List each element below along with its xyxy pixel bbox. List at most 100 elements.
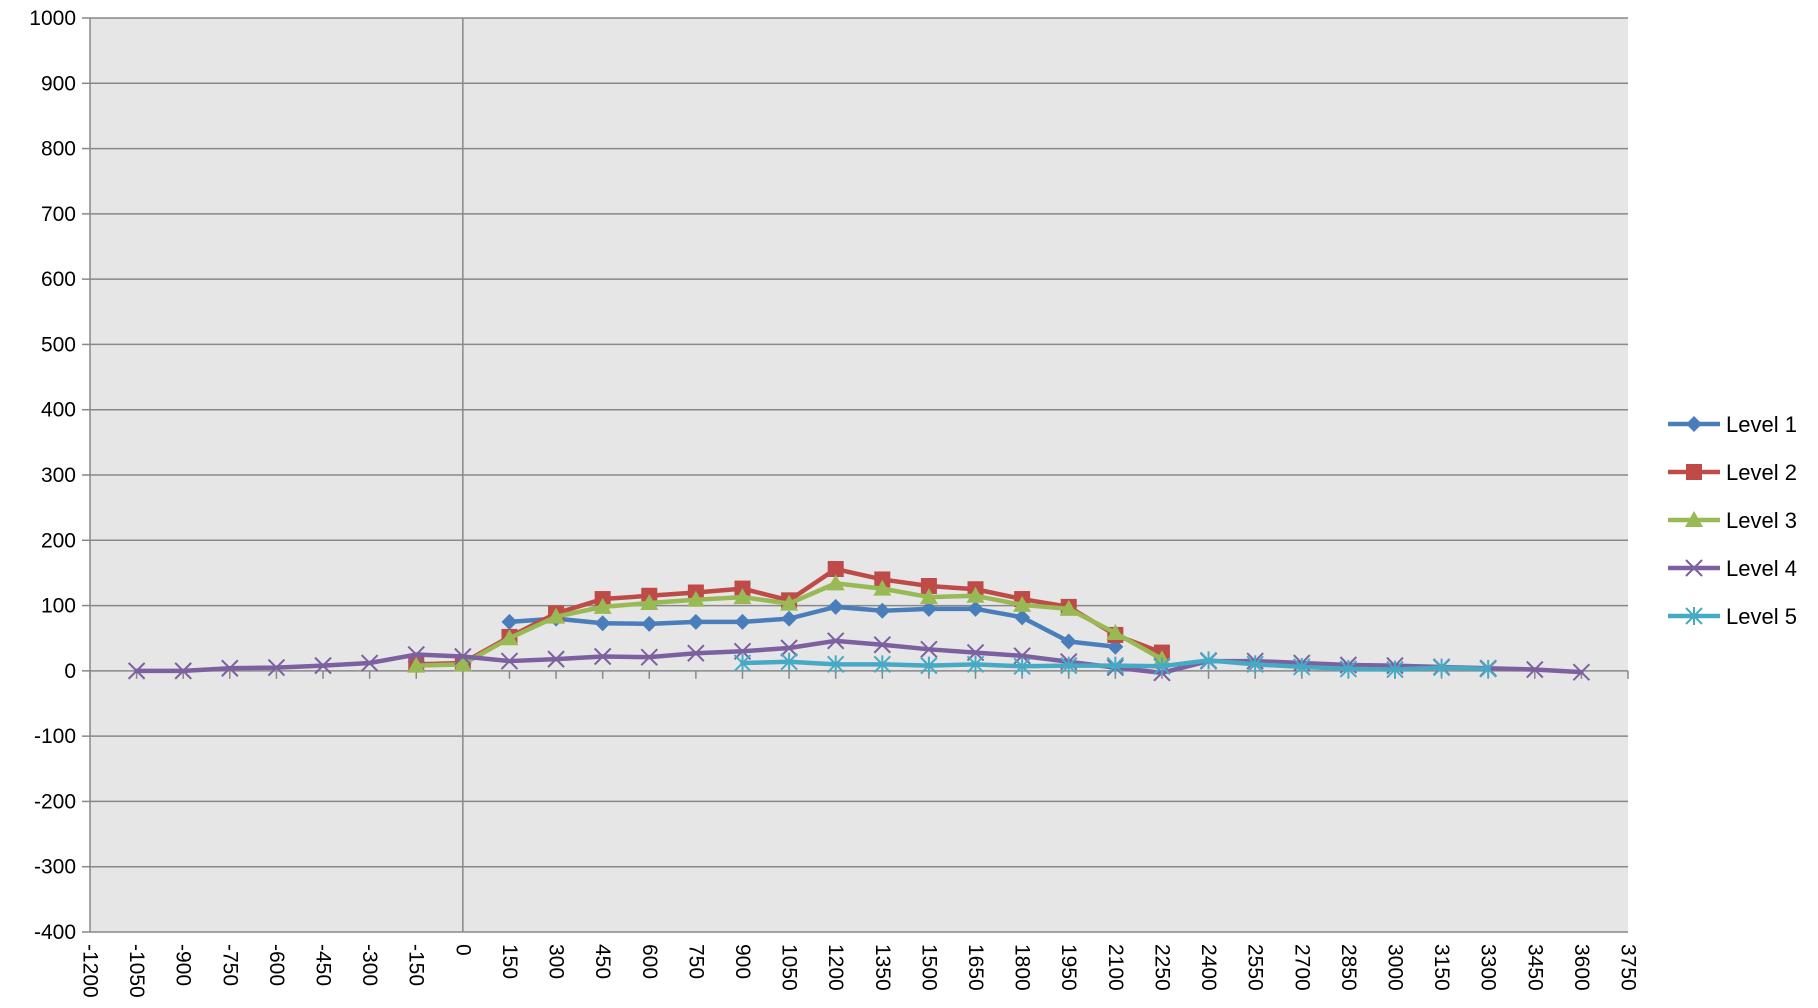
data-point-marker	[874, 602, 891, 619]
x-tick-label: -750	[218, 944, 241, 986]
data-point-marker	[501, 613, 518, 630]
x-tick-label: 1500	[917, 944, 940, 991]
data-point-marker	[686, 590, 705, 607]
x-tick-label: 3000	[1383, 944, 1406, 991]
y-tick-label: 500	[41, 333, 76, 356]
data-point-marker	[687, 613, 704, 630]
data-point-marker	[920, 640, 938, 659]
data-point-marker	[1013, 657, 1031, 676]
y-tick-label: 0	[64, 660, 76, 683]
x-tick-label: -1200	[79, 944, 102, 998]
legend-item: Level 1	[1668, 412, 1797, 437]
x-tick-label: 300	[545, 944, 568, 979]
data-point-marker	[827, 561, 844, 578]
data-point-marker	[1014, 609, 1031, 626]
data-point-marker	[221, 659, 239, 677]
legend-item: Level 4	[1668, 556, 1797, 581]
x-tick-label: 0	[451, 944, 474, 956]
data-point-marker	[1686, 416, 1702, 432]
data-point-marker	[1060, 656, 1078, 675]
data-point-marker	[1153, 657, 1171, 676]
x-tick-label: 3300	[1477, 944, 1500, 991]
x-tick-label: 600	[638, 944, 661, 979]
data-point-marker	[1060, 633, 1077, 650]
gridlines	[90, 17, 1628, 933]
data-point-marker	[1685, 559, 1703, 577]
data-point-marker	[407, 645, 425, 664]
data-point-marker	[919, 588, 938, 605]
y-tick-label: 900	[41, 72, 76, 95]
data-point-marker	[1106, 656, 1125, 675]
data-point-marker	[1293, 657, 1311, 676]
data-point-marker	[733, 654, 752, 673]
data-point-marker	[920, 656, 938, 675]
x-tick-label: 2400	[1197, 944, 1220, 991]
y-tick-label: -100	[34, 725, 76, 748]
y-tick-labels: -400 -300 -200 -100 0 100 200 300 400 500 600 700 80…	[29, 7, 76, 944]
data-point-marker	[1432, 658, 1451, 677]
data-point-marker	[594, 615, 611, 632]
series-level-4	[127, 632, 1591, 682]
x-tick-label: 450	[591, 944, 614, 979]
data-point-marker	[1686, 464, 1702, 480]
data-point-marker	[873, 636, 892, 654]
data-point-marker	[360, 654, 379, 672]
data-series	[127, 561, 1591, 682]
x-tick-label: 1350	[871, 944, 894, 991]
legend-item: Level 2	[1668, 460, 1797, 485]
legend-label: Level 4	[1726, 556, 1797, 581]
x-tick-label: 750	[684, 944, 707, 979]
data-point-marker	[593, 597, 612, 614]
data-point-marker	[920, 600, 937, 617]
data-point-marker	[827, 598, 844, 615]
data-point-marker	[1685, 607, 1703, 625]
legend-label: Level 2	[1726, 460, 1797, 485]
x-tick-label: 900	[731, 944, 754, 979]
x-tick-label: 1650	[964, 944, 987, 991]
data-point-marker	[780, 639, 798, 657]
data-point-marker	[1246, 655, 1264, 674]
x-tick-label: -300	[358, 944, 381, 986]
y-tick-label: 300	[41, 464, 76, 487]
data-point-marker	[593, 647, 612, 666]
data-point-marker	[1013, 595, 1032, 612]
x-tick-label: -1050	[125, 944, 148, 998]
data-point-marker	[1685, 511, 1703, 527]
data-point-marker	[641, 615, 658, 632]
series-level-1	[501, 598, 1124, 655]
legend-label: Level 1	[1726, 412, 1797, 437]
y-tick-label: 1000	[29, 7, 76, 30]
data-point-marker	[454, 647, 472, 666]
y-tick-label: 200	[41, 529, 76, 552]
data-point-marker	[920, 577, 937, 594]
data-point-marker	[1479, 659, 1497, 678]
x-tick-label: 1200	[824, 944, 847, 991]
data-point-marker	[826, 574, 845, 591]
y-tick-label: 700	[41, 203, 76, 226]
x-tick-label: 150	[498, 944, 521, 979]
data-point-marker	[873, 655, 892, 674]
data-point-marker	[966, 586, 985, 603]
data-point-marker	[1572, 663, 1591, 681]
x-tick-label: -900	[172, 944, 195, 986]
series-line	[134, 638, 1584, 676]
x-tick-label: 2250	[1150, 944, 1173, 991]
x-tick-label: -150	[405, 944, 428, 986]
data-point-marker	[687, 644, 705, 662]
x-tick-label: 3450	[1523, 944, 1546, 991]
data-point-marker	[500, 652, 519, 670]
data-point-marker	[1386, 660, 1404, 679]
data-point-marker	[966, 655, 985, 674]
legend-label: Level 5	[1726, 604, 1797, 629]
data-point-marker	[781, 610, 798, 627]
y-tick-label: 600	[41, 268, 76, 291]
legend-label: Level 3	[1726, 508, 1797, 533]
x-tick-label: 2100	[1104, 944, 1127, 991]
x-tick-label: 1800	[1011, 944, 1034, 991]
x-tick-label: 3750	[1617, 944, 1640, 991]
y-tick-label: 400	[41, 399, 76, 422]
y-tick-label: 100	[41, 595, 76, 618]
data-point-marker	[500, 629, 519, 646]
x-tick-labels: -1200 -1050 -900 -750 -600 -450 -300 -150 0 150 30…	[79, 944, 1640, 998]
